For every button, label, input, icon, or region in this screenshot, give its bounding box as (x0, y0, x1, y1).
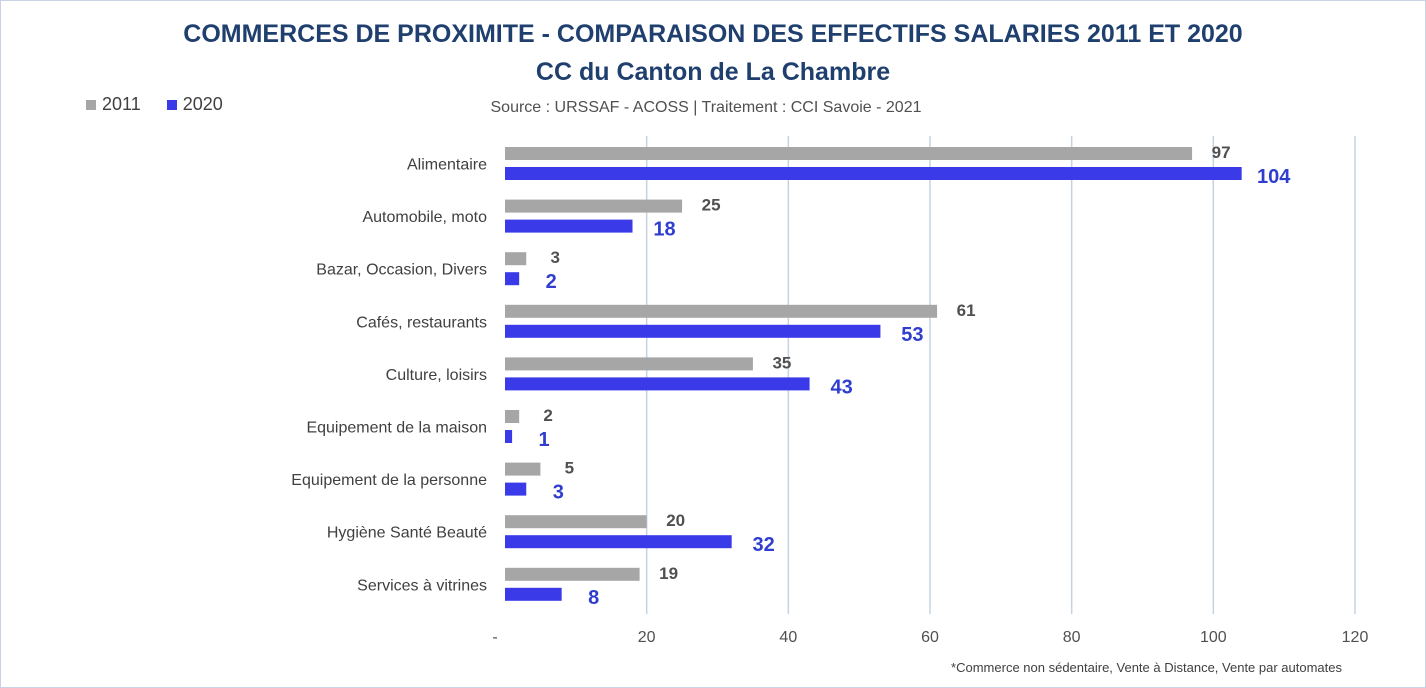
x-tick-label-60: 60 (921, 629, 939, 646)
value-label-2011: 20 (666, 511, 685, 530)
value-label-2011: 2 (543, 406, 552, 425)
value-label-2011: 35 (772, 353, 791, 372)
category-label: Alimentaire (407, 157, 487, 174)
bar-2020 (505, 377, 810, 391)
x-tick-label-0: - (492, 629, 497, 646)
x-tick-label-80: 80 (1063, 629, 1081, 646)
bar-2011 (505, 462, 541, 476)
value-label-2011: 19 (659, 564, 678, 583)
bar-2011 (505, 199, 683, 213)
x-tick-label-120: 120 (1342, 629, 1369, 646)
category-label: Equipement de la maison (306, 420, 487, 437)
value-label-2011: 5 (565, 459, 574, 478)
legend: 2011 2020 (86, 94, 249, 115)
bar-2020 (505, 219, 633, 233)
bar-2020 (505, 430, 513, 443)
value-label-2011: 97 (1212, 143, 1231, 162)
value-label-2011: 61 (957, 301, 976, 320)
bar-2011 (505, 567, 640, 581)
category-label: Automobile, moto (362, 209, 487, 226)
chart-title: COMMERCES DE PROXIMITE - COMPARAISON DES… (183, 20, 1243, 48)
bar-2011 (505, 304, 938, 318)
x-tick-label-100: 100 (1200, 629, 1227, 646)
chart-source: Source : URSSAF - ACOSS | Traitement : C… (490, 99, 922, 116)
legend-swatch-2011 (86, 99, 96, 110)
category-label: Bazar, Occasion, Divers (316, 262, 487, 279)
category-label: Equipement de la personne (291, 472, 487, 489)
value-label-2020: 1 (539, 429, 550, 451)
category-label: Services à vitrines (357, 577, 487, 594)
value-label-2020: 53 (901, 324, 923, 346)
legend-label-2020: 2020 (182, 94, 223, 114)
bar-2011 (505, 357, 753, 371)
value-label-2020: 104 (1257, 166, 1291, 188)
bar-2020 (505, 167, 1242, 180)
value-label-2020: 18 (653, 219, 675, 241)
value-label-2011: 3 (551, 248, 560, 267)
category-label: Culture, loisirs (386, 367, 487, 384)
category-label: Hygiène Santé Beauté (327, 525, 487, 542)
legend-swatch-2020 (166, 99, 177, 110)
legend-item-2020: 2020 (166, 94, 223, 115)
x-tick-label-40: 40 (779, 629, 797, 646)
bar-2020 (505, 535, 732, 549)
x-tick-label-20: 20 (638, 629, 656, 646)
bar-2011 (505, 252, 527, 266)
chart-footnote: *Commerce non sédentaire, Vente à Distan… (951, 660, 1342, 675)
category-label: Cafés, restaurants (356, 314, 487, 331)
value-label-2020: 32 (753, 534, 775, 556)
legend-label-2011: 2011 (102, 94, 141, 114)
value-label-2011: 25 (702, 196, 721, 215)
bar-2020 (505, 324, 881, 338)
value-label-2020: 3 (553, 482, 564, 504)
bar-2011 (505, 410, 520, 423)
value-label-2020: 2 (546, 271, 557, 293)
value-label-2020: 43 (830, 376, 852, 398)
legend-item-2011: 2011 (86, 94, 141, 115)
value-label-2020: 8 (588, 587, 599, 609)
bar-2020 (505, 482, 527, 496)
bar-2011 (505, 515, 647, 529)
bar-2020 (505, 272, 520, 286)
bar-2011 (505, 147, 1193, 160)
bar-2020 (505, 587, 562, 601)
chart-subtitle: CC du Canton de La Chambre (535, 58, 891, 86)
